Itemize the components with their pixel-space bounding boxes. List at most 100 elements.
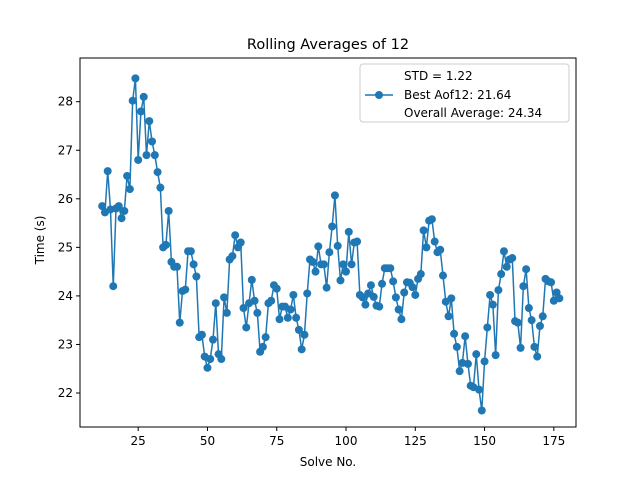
data-point [114, 202, 123, 211]
data-point [242, 323, 251, 332]
data-point [530, 342, 539, 351]
data-point [325, 248, 334, 257]
data-point [499, 247, 508, 256]
data-point [197, 330, 206, 339]
data-point [139, 92, 148, 101]
data-point [131, 74, 140, 83]
data-point [488, 300, 497, 309]
data-point [336, 276, 345, 285]
data-point [378, 279, 387, 288]
data-point [391, 293, 400, 302]
data-point [483, 323, 492, 332]
data-point [452, 342, 461, 351]
data-point [134, 155, 143, 164]
data-point [535, 322, 544, 331]
data-point [475, 385, 484, 394]
data-point [438, 271, 447, 280]
data-point [136, 107, 145, 116]
data-point [292, 313, 301, 322]
data-point [400, 288, 409, 297]
series-line [101, 77, 561, 412]
data-point [186, 247, 195, 256]
data-point [258, 342, 267, 351]
legend-marker-swatch [375, 91, 383, 99]
data-point [394, 305, 403, 314]
data-point [294, 325, 303, 334]
data-point [408, 283, 417, 292]
data-point [369, 292, 378, 301]
y-tick-label: 24 [58, 289, 73, 303]
data-point [289, 290, 298, 299]
data-point [148, 137, 157, 146]
data-point [117, 214, 126, 223]
data-point [455, 367, 464, 376]
data-point [308, 257, 317, 266]
data-point [361, 300, 370, 309]
data-point [250, 296, 259, 305]
y-tick-label: 23 [58, 337, 73, 351]
data-point [314, 242, 323, 251]
y-tick-label: 25 [58, 240, 73, 254]
data-point [175, 318, 184, 327]
data-point [486, 290, 495, 299]
data-point [494, 286, 503, 295]
data-point [491, 351, 500, 360]
data-point [538, 312, 547, 321]
data-point [416, 270, 425, 279]
data-point [447, 294, 456, 303]
data-point [472, 350, 481, 359]
data-point [527, 316, 536, 325]
data-point [239, 304, 248, 313]
legend: STD = 1.22 Best Aof12: 21.64 Overall Ave… [359, 63, 570, 123]
data-point [427, 215, 436, 224]
data-point [150, 151, 159, 160]
x-tick-label: 25 [131, 434, 146, 448]
data-point [342, 267, 351, 276]
data-point [397, 315, 406, 324]
data-point [508, 254, 517, 263]
data-point [389, 277, 398, 286]
data-point [123, 171, 132, 180]
data-point [209, 335, 218, 344]
chart-title: Rolling Averages of 12 [247, 37, 409, 53]
y-axis-label: Time (s) [33, 216, 47, 266]
data-point [519, 282, 528, 291]
data-point [297, 345, 306, 354]
data-point [419, 226, 428, 235]
data-point [513, 318, 522, 327]
data-point [109, 282, 118, 291]
data-point [156, 183, 165, 192]
data-point [555, 294, 564, 303]
data-point [272, 284, 281, 293]
data-point [303, 289, 312, 298]
data-point [128, 96, 137, 105]
data-point [311, 267, 320, 276]
data-point [192, 272, 201, 281]
data-point [103, 167, 112, 176]
data-point [120, 206, 129, 215]
data-point [463, 359, 472, 368]
data-point [353, 237, 362, 246]
data-point [142, 151, 151, 160]
data-point [502, 262, 511, 271]
legend-frame [359, 63, 570, 123]
data-point [125, 185, 134, 194]
data-point [153, 168, 162, 177]
data-point [161, 240, 170, 249]
axes-frame [79, 57, 577, 428]
data-point [189, 260, 198, 269]
data-point [236, 238, 245, 247]
data-point [436, 245, 445, 254]
data-point [283, 313, 292, 322]
y-tick-label: 27 [58, 143, 73, 157]
data-point [145, 117, 154, 126]
data-point [220, 293, 229, 302]
data-point [203, 363, 212, 372]
data-point [98, 202, 107, 211]
data-point [172, 262, 181, 271]
plot-area [98, 74, 564, 415]
data-point [547, 278, 556, 287]
data-point [347, 260, 356, 269]
data-point [253, 308, 262, 317]
